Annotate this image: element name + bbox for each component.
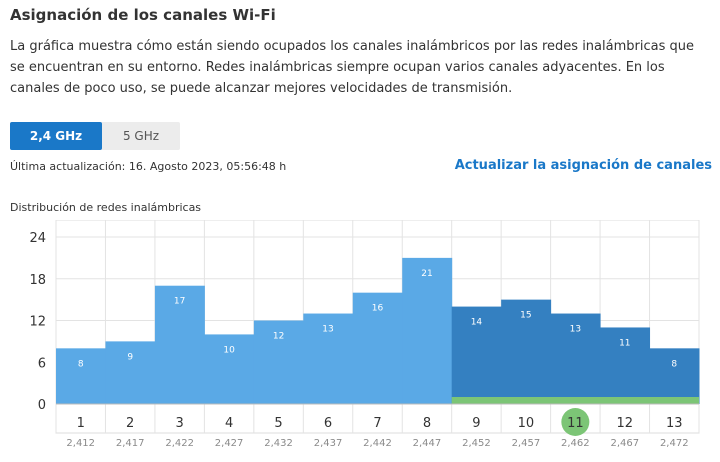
bar	[204, 334, 255, 404]
frequency-label: 2,452	[462, 438, 491, 449]
frequency-label: 2,467	[610, 438, 639, 449]
bar-value-label: 10	[223, 345, 235, 355]
y-tick-label: 24	[29, 231, 46, 246]
own-network-band	[451, 397, 699, 404]
bar-value-label: 13	[570, 325, 581, 335]
channel-label: 4	[225, 416, 233, 431]
bar-value-label: 9	[127, 352, 133, 362]
frequency-label: 2,417	[116, 438, 145, 449]
bar-value-label: 17	[174, 297, 185, 307]
frequency-label: 2,457	[512, 438, 541, 449]
channel-label: 6	[324, 416, 332, 431]
band-tabs: 2,4 GHz 5 GHz	[10, 122, 180, 150]
bar	[56, 348, 106, 404]
bar-value-label: 14	[471, 318, 483, 328]
channel-label: 8	[423, 416, 431, 431]
bar	[600, 327, 651, 404]
channel-label: 10	[518, 416, 535, 431]
frequency-label: 2,442	[363, 438, 392, 449]
page-description: La gráfica muestra cómo están siendo ocu…	[10, 39, 694, 96]
channel-label: 1	[77, 416, 85, 431]
y-tick-label: 12	[29, 315, 46, 330]
channel-label: 11	[567, 416, 584, 431]
channel-label: 7	[373, 416, 381, 431]
bar	[501, 299, 552, 404]
frequency-label: 2,432	[264, 438, 293, 449]
frequency-label: 2,462	[561, 438, 590, 449]
tab-5-ghz[interactable]: 5 GHz	[122, 129, 160, 143]
frequency-label: 2,422	[165, 438, 194, 449]
channel-chart: 0 6 12 18 24 8 9 17 10 12 13 16 21 14 15 13 11 8 1 2,412 2 2,…	[29, 220, 700, 449]
bar	[303, 313, 354, 404]
bar-value-label: 11	[619, 338, 630, 348]
page-title: Asignación de los canales Wi-Fi	[10, 6, 276, 24]
channel-label: 12	[617, 416, 634, 431]
frequency-label: 2,412	[66, 438, 95, 449]
bar	[105, 341, 156, 404]
channel-label: 9	[472, 416, 480, 431]
bar-value-label: 15	[520, 311, 531, 321]
bar-value-label: 13	[322, 325, 333, 335]
bar	[550, 313, 601, 404]
last-update-text: Última actualización: 16. Agosto 2023, 0…	[10, 160, 287, 173]
frequency-label: 2,472	[660, 438, 689, 449]
y-tick-label: 0	[38, 398, 46, 413]
channel-label: 2	[126, 416, 134, 431]
bar	[253, 320, 304, 404]
refresh-channels-link[interactable]: Actualizar la asignación de canales	[454, 158, 712, 173]
frequency-label: 2,437	[314, 438, 343, 449]
channel-label: 3	[176, 416, 184, 431]
channel-label: 5	[274, 416, 282, 431]
bar	[154, 285, 205, 404]
y-tick-label: 18	[29, 273, 46, 288]
channel-label: 13	[666, 416, 683, 431]
bar-value-label: 8	[78, 359, 84, 369]
bar	[352, 292, 403, 404]
frequency-label: 2,447	[413, 438, 442, 449]
bar	[451, 306, 502, 404]
bar-value-label: 16	[372, 304, 384, 314]
frequency-label: 2,427	[215, 438, 244, 449]
tab-2-4-ghz[interactable]: 2,4 GHz	[10, 122, 102, 150]
bar	[649, 348, 700, 404]
bar-value-label: 21	[421, 269, 432, 279]
bar	[402, 257, 453, 404]
y-tick-label: 6	[38, 356, 46, 371]
highlighted-channel-marker	[561, 408, 590, 436]
chart-title: Distribución de redes inalámbricas	[10, 201, 202, 214]
bar-value-label: 12	[273, 332, 284, 342]
bar-value-label: 8	[671, 359, 677, 369]
